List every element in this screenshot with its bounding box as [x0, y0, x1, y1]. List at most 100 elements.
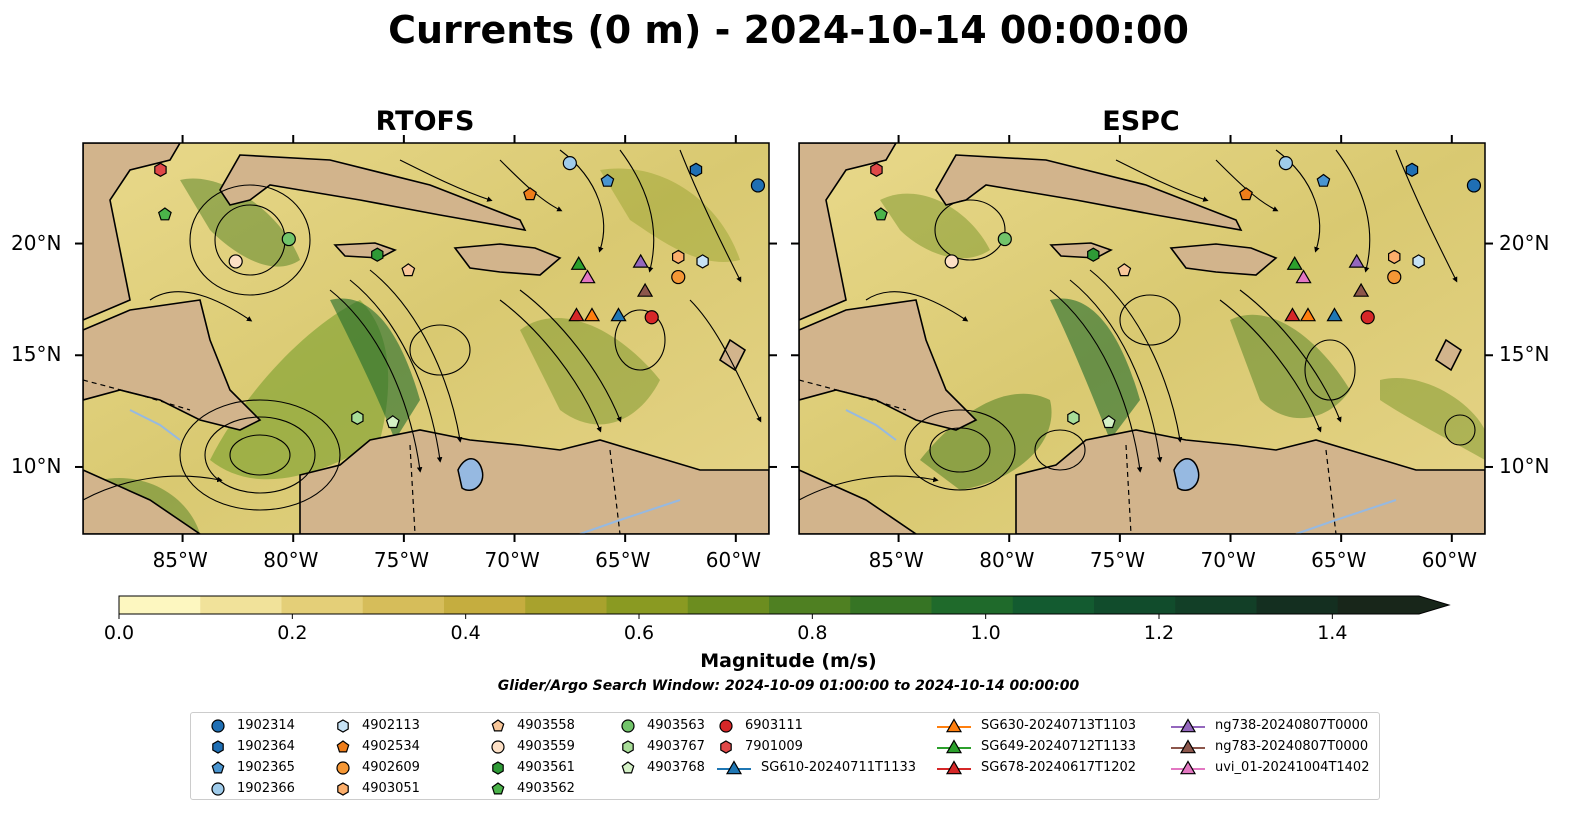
search-window-note: Glider/Argo Search Window: 2024-10-09 01… [497, 678, 1080, 694]
lon-label: 60°W [1421, 548, 1478, 572]
legend-marker [491, 781, 505, 794]
map-frame-rtofs [82, 142, 770, 535]
legend-marker-icon [337, 781, 349, 796]
legend-item: ng783-20240807T0000 [1171, 736, 1368, 757]
legend-label: ng738-20240807T0000 [1215, 718, 1369, 733]
legend-marker [211, 760, 225, 773]
colorbar-tick-label: 1.0 [970, 622, 1001, 644]
colorbar-segment [362, 596, 445, 614]
legend-marker-icon [336, 760, 350, 775]
lat-label: 20°N [1499, 230, 1550, 255]
legend-label: ng783-20240807T0000 [1215, 739, 1369, 754]
figure-title: Currents (0 m) - 2024-10-14 00:00:00 [388, 8, 1189, 52]
panel-title-espc: ESPC [1102, 106, 1180, 137]
legend-item: 4902534 [334, 736, 420, 757]
legend-item: 4903051 [334, 778, 420, 799]
float-marker-4902534 [523, 187, 537, 201]
lat-label: 20°N [11, 230, 62, 255]
colorbar-segment [606, 596, 689, 614]
colorbar-tick-label: 0.6 [623, 622, 655, 644]
colorbar-segment [119, 596, 201, 614]
float-marker-ng783-20240807T0000 [636, 282, 654, 297]
colorbar-segment [1337, 596, 1420, 614]
float-marker-SG678-20240617T1202 [1284, 307, 1301, 322]
legend-marker-icon [719, 718, 733, 733]
legend-label: 1902364 [237, 739, 295, 754]
float-marker-4902534 [1239, 187, 1253, 201]
legend-marker-icon [717, 759, 751, 774]
lake-maracaibo [457, 458, 484, 491]
legend-marker-icon [937, 759, 971, 774]
lat-label: 15°N [11, 342, 62, 367]
glider-markers-a [154, 156, 766, 429]
float-marker-1902365 [1316, 173, 1331, 187]
float-marker-7901009 [870, 162, 883, 177]
float-marker-4903563 [997, 231, 1012, 247]
legend-marker-icon [937, 717, 971, 732]
legend-marker [211, 781, 225, 796]
legend-item: 4903561 [489, 757, 575, 778]
float-marker-1902364 [1405, 162, 1419, 177]
legend-label: SG610-20240711T1133 [761, 760, 917, 775]
legend-marker-icon [621, 760, 635, 773]
lon-label: 75°W [1089, 548, 1146, 572]
lat-label: 10°N [1499, 453, 1550, 478]
legend-marker-icon [621, 718, 635, 733]
float-marker-4903767 [351, 410, 364, 425]
colorbar-segment [525, 596, 608, 614]
colorbar-tick-label: 0.0 [103, 622, 135, 644]
legend-marker-icon [1171, 717, 1205, 732]
legend-label: 1902366 [237, 781, 295, 796]
map-panel-rtofs [83, 143, 769, 534]
rivers [845, 409, 1397, 534]
legend-label: 4903561 [517, 760, 575, 775]
legend-label: 4902609 [362, 760, 420, 775]
float-marker-4903558 [401, 263, 416, 277]
legend-marker [1179, 717, 1197, 732]
legend-item: 4902113 [334, 715, 420, 736]
legend-marker [1179, 738, 1197, 753]
float-marker-1902366 [562, 156, 577, 171]
legend-marker [945, 759, 963, 774]
legend-marker [945, 717, 963, 732]
colorbar-segment [687, 596, 770, 614]
colorbar-segment [1256, 596, 1339, 614]
float-marker-ng738-20240807T0000 [632, 253, 649, 268]
colorbar-tick-label: 0.4 [450, 622, 481, 644]
colorbar-segment [281, 596, 364, 614]
legend-label: 4903559 [517, 739, 575, 754]
legend-marker [725, 759, 743, 774]
axis-ticks [75, 135, 1493, 542]
lon-label: 60°W [705, 548, 762, 572]
lat-label: 15°N [1499, 342, 1550, 367]
legend-item: SG610-20240711T1133 [717, 757, 916, 778]
legend: 1902314 1902364 1902365 1902366 4902113 49025… [190, 712, 1380, 800]
legend-label: 4903768 [647, 760, 705, 775]
map-panel-espc [799, 143, 1485, 534]
legend-label: 4903767 [647, 739, 705, 754]
colorbar-segment [769, 596, 851, 614]
colorbar-tick-label: 1.4 [1317, 622, 1348, 644]
float-marker-6903111 [1360, 310, 1375, 325]
colorbar [118, 595, 1451, 619]
legend-marker [211, 718, 225, 733]
float-marker-4903768 [385, 415, 400, 429]
legend-label: SG649-20240712T1133 [981, 739, 1137, 754]
legend-label: SG678-20240617T1202 [981, 760, 1137, 775]
colorbar-segment [1175, 596, 1258, 614]
float-marker-1902314 [1466, 178, 1482, 193]
float-marker-1902314 [750, 178, 766, 193]
legend-label: 4902113 [362, 718, 420, 733]
float-marker-4903563 [281, 231, 296, 247]
lon-label: 80°W [263, 548, 319, 572]
float-marker-4903767 [1067, 410, 1080, 425]
float-marker-4903561 [1087, 247, 1100, 262]
float-marker-uvi_01-20241004T1402 [579, 269, 596, 284]
land-areas [799, 143, 1485, 534]
legend-item: SG630-20240713T1103 [937, 715, 1136, 736]
lake-maracaibo [1173, 458, 1200, 491]
rivers [129, 409, 681, 534]
legend-label: 4903563 [647, 718, 705, 733]
colorbar-outline [118, 595, 1451, 615]
float-marker-7901009 [154, 162, 167, 177]
